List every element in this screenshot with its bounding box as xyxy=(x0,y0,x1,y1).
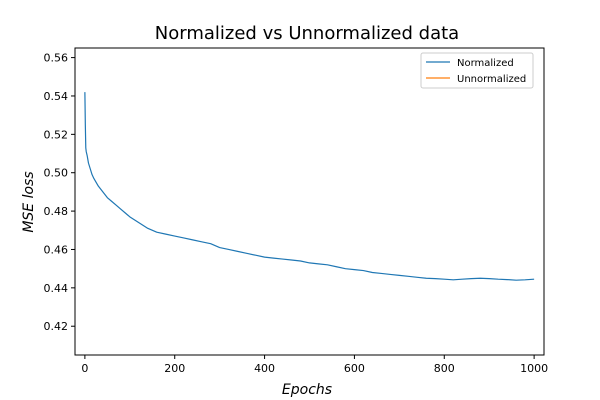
plot-frame xyxy=(74,47,545,356)
plot-area xyxy=(75,48,544,355)
y-tick-label: 0.52 xyxy=(44,128,69,141)
legend: Normalized Unnormalized xyxy=(420,52,534,89)
legend-label-normalized: Normalized xyxy=(457,58,514,69)
x-tick-label: 400 xyxy=(254,362,275,375)
x-tick-label: 600 xyxy=(344,362,365,375)
chart-title: Normalized vs Unnormalized data xyxy=(155,23,459,44)
legend-label-unnormalized: Unnormalized xyxy=(457,74,526,85)
y-tick-label: 0.42 xyxy=(44,320,69,333)
y-tick-label: 0.50 xyxy=(44,167,69,180)
x-tick-label: 800 xyxy=(434,362,455,375)
x-axis-label: Epochs xyxy=(282,382,332,398)
series-layer xyxy=(84,92,535,281)
y-tick-label: 0.48 xyxy=(44,205,69,218)
y-axis: 0.42 0.44 0.46 0.48 0.50 0.52 0.54 0.56 xyxy=(44,52,75,333)
x-tick-label: 0 xyxy=(81,362,88,375)
x-tick-label: 1000 xyxy=(520,362,548,375)
y-tick-label: 0.54 xyxy=(44,90,69,103)
series-line-normalized xyxy=(84,92,535,281)
y-tick-label: 0.44 xyxy=(44,282,69,295)
x-tick-label: 200 xyxy=(164,362,185,375)
x-axis: 0 200 400 600 800 1000 xyxy=(81,355,548,375)
y-tick-label: 0.56 xyxy=(44,52,69,65)
y-axis-label: MSE loss xyxy=(21,171,37,232)
y-tick-label: 0.46 xyxy=(44,243,69,256)
